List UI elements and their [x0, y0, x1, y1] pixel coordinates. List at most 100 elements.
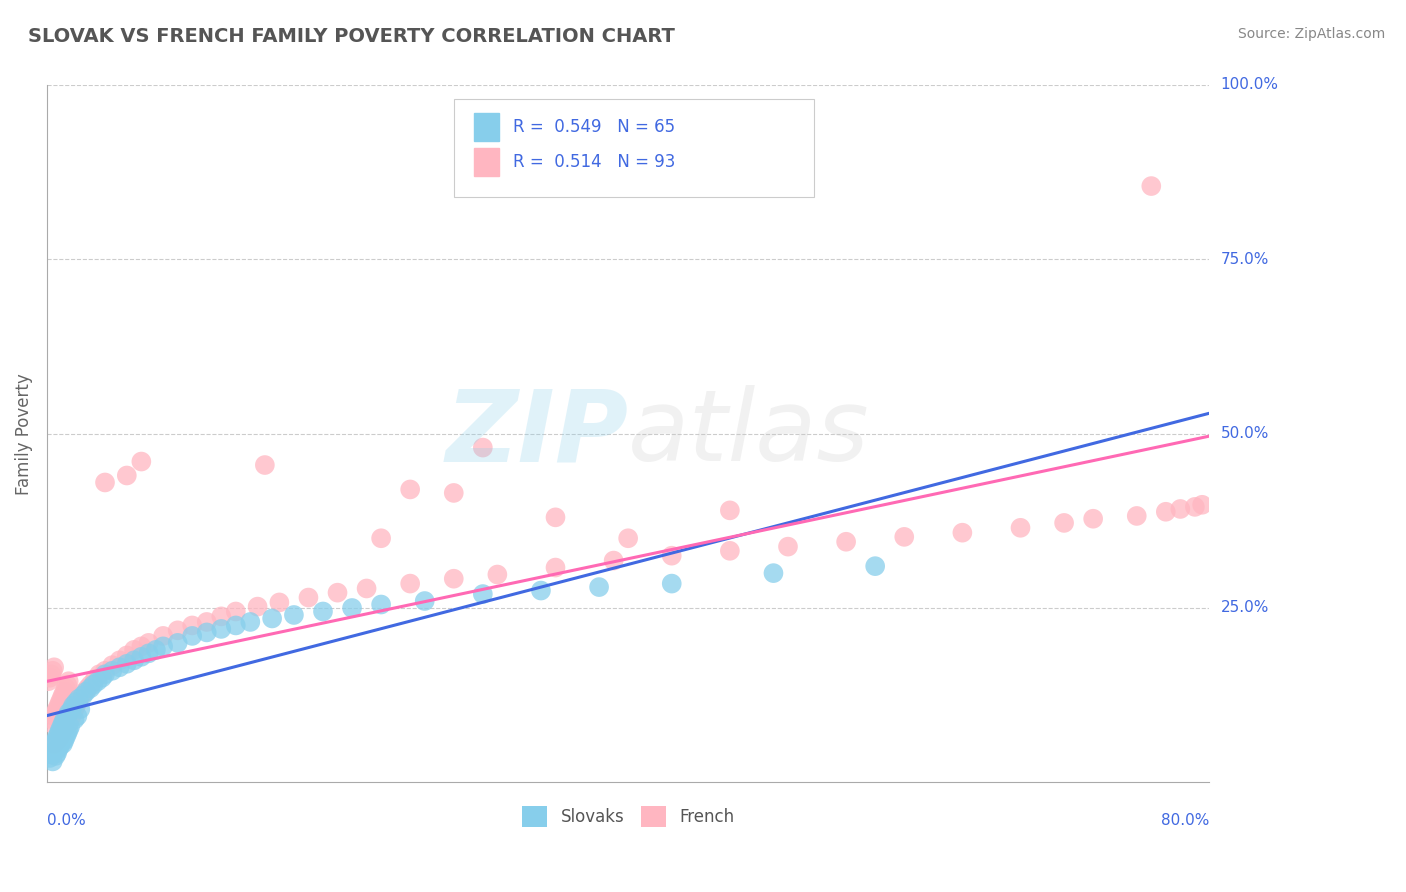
Point — [55, 681, 77, 696]
Point — [122, 653, 145, 667]
Point — [73, 684, 96, 698]
Point — [145, 643, 167, 657]
Point — [413, 594, 436, 608]
Point — [49, 723, 72, 737]
Point — [44, 744, 66, 758]
Point — [115, 468, 138, 483]
Point — [39, 747, 62, 762]
Point — [60, 702, 83, 716]
Point — [46, 746, 69, 760]
Point — [44, 660, 66, 674]
Point — [370, 531, 392, 545]
Point — [370, 598, 392, 612]
Text: R =  0.549   N = 65: R = 0.549 N = 65 — [513, 118, 675, 136]
Point — [1184, 500, 1206, 514]
Point — [51, 691, 73, 706]
Point — [131, 454, 153, 468]
Point — [602, 553, 624, 567]
Point — [1140, 179, 1163, 194]
Point — [246, 599, 269, 614]
Point — [69, 702, 91, 716]
Point — [52, 688, 75, 702]
Point — [131, 640, 153, 654]
Point — [59, 720, 82, 734]
Point — [152, 629, 174, 643]
Point — [239, 615, 262, 629]
Point — [108, 653, 131, 667]
Text: SLOVAK VS FRENCH FAMILY POVERTY CORRELATION CHART: SLOVAK VS FRENCH FAMILY POVERTY CORRELAT… — [28, 27, 675, 45]
Point — [76, 681, 98, 696]
Point — [51, 720, 73, 734]
Point — [58, 706, 80, 720]
Point — [863, 559, 886, 574]
Point — [122, 643, 145, 657]
Point — [225, 618, 247, 632]
Point — [49, 695, 72, 709]
Bar — [474, 112, 499, 141]
Point — [181, 629, 204, 643]
Point — [44, 737, 66, 751]
Point — [46, 730, 69, 744]
Point — [53, 684, 76, 698]
Point — [70, 688, 93, 702]
Point — [835, 534, 858, 549]
Point — [166, 636, 188, 650]
Text: 0.0%: 0.0% — [46, 813, 86, 828]
FancyBboxPatch shape — [454, 99, 814, 196]
Point — [166, 624, 188, 638]
Point — [41, 755, 63, 769]
Point — [718, 544, 741, 558]
Point — [225, 605, 247, 619]
Point — [63, 713, 86, 727]
Point — [67, 691, 90, 706]
Point — [1126, 508, 1149, 523]
Point — [48, 698, 70, 713]
Point — [195, 615, 218, 629]
Text: 100.0%: 100.0% — [1220, 78, 1278, 93]
Text: Source: ZipAtlas.com: Source: ZipAtlas.com — [1237, 27, 1385, 41]
Point — [209, 609, 232, 624]
Point — [41, 664, 63, 678]
Point — [62, 698, 84, 713]
Point — [38, 671, 60, 685]
Point — [152, 640, 174, 654]
Point — [37, 674, 59, 689]
Point — [544, 560, 567, 574]
Point — [91, 671, 114, 685]
Point — [48, 726, 70, 740]
Point — [56, 726, 79, 740]
Point — [44, 737, 66, 751]
Text: R =  0.514   N = 93: R = 0.514 N = 93 — [513, 153, 675, 170]
Point — [262, 611, 284, 625]
Point — [471, 587, 494, 601]
Point — [138, 636, 160, 650]
Point — [101, 658, 124, 673]
Point — [51, 725, 73, 739]
Point — [53, 713, 76, 727]
Point — [44, 709, 66, 723]
Y-axis label: Family Poverty: Family Poverty — [15, 373, 32, 494]
Text: ZIP: ZIP — [446, 385, 628, 483]
Point — [138, 646, 160, 660]
Point — [52, 716, 75, 731]
Point — [62, 706, 84, 720]
Point — [530, 583, 553, 598]
Point — [1170, 502, 1192, 516]
Point — [661, 576, 683, 591]
Text: 25.0%: 25.0% — [1220, 600, 1268, 615]
Point — [45, 735, 67, 749]
Point — [617, 531, 640, 545]
Point — [58, 716, 80, 731]
Point — [893, 530, 915, 544]
Point — [66, 709, 89, 723]
Point — [65, 698, 87, 713]
Point — [65, 695, 87, 709]
Point — [46, 702, 69, 716]
Point — [356, 582, 378, 596]
Point — [49, 739, 72, 753]
Point — [48, 732, 70, 747]
Point — [45, 733, 67, 747]
Text: atlas: atlas — [628, 385, 870, 483]
Point — [181, 618, 204, 632]
Point — [283, 607, 305, 622]
